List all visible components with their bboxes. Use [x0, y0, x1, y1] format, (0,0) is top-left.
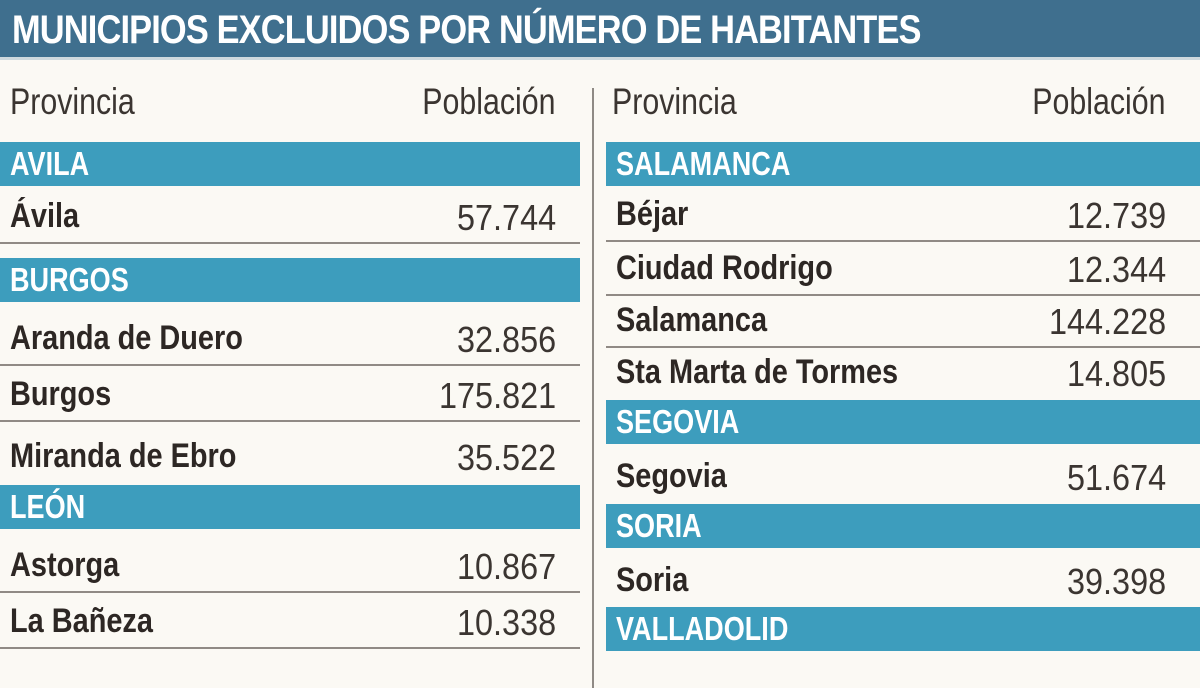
population-value: 144.228: [1048, 301, 1166, 342]
municipality-name: Segovia: [616, 457, 727, 495]
table-row: Sta Marta de Tormes 14.805: [606, 348, 1200, 398]
municipality-name: Burgos: [10, 375, 112, 413]
right-header: Provincia Población: [606, 60, 1200, 140]
header-provincia: Provincia: [612, 81, 737, 122]
province-header-leon: LEÓN: [0, 485, 580, 529]
province-label: SORIA: [616, 507, 702, 544]
province-label: AVILA: [10, 145, 90, 182]
province-label: SALAMANCA: [616, 145, 791, 182]
table-row: Salamanca 144.228: [606, 296, 1200, 348]
municipality-name: Miranda de Ebro: [10, 437, 237, 475]
province-label: SEGOVIA: [616, 403, 740, 440]
header-poblacion: Población: [1032, 81, 1166, 122]
table-row: Soria 39.398: [606, 550, 1200, 606]
province-header-avila: AVILA: [0, 142, 580, 186]
population-value: 12.739: [1066, 195, 1166, 236]
population-value: 51.674: [1066, 457, 1166, 498]
column-divider: [592, 88, 594, 688]
municipality-name: Soria: [616, 561, 689, 599]
population-value: 35.522: [456, 437, 556, 478]
population-value: 12.344: [1066, 249, 1166, 290]
table-row: Segovia 51.674: [606, 446, 1200, 502]
table-row: Aranda de Duero 32.856: [0, 304, 580, 366]
population-value: 10.338: [456, 602, 556, 643]
table-row: Ávila 57.744: [0, 188, 580, 244]
table-row: Astorga 10.867: [0, 531, 580, 593]
table-row: Miranda de Ebro 35.522: [0, 422, 580, 482]
province-header-segovia: SEGOVIA: [606, 400, 1200, 444]
province-label: BURGOS: [10, 261, 129, 298]
table-row: La Bañeza 10.338: [0, 593, 580, 649]
municipality-name: Ávila: [10, 197, 80, 235]
left-header: Provincia Población: [0, 60, 580, 140]
province-label: LEÓN: [10, 488, 86, 525]
municipality-name: Ciudad Rodrigo: [616, 249, 833, 287]
population-value: 32.856: [456, 319, 556, 360]
municipality-name: Béjar: [616, 195, 689, 233]
municipality-name: Aranda de Duero: [10, 319, 243, 357]
population-value: 175.821: [438, 375, 556, 416]
province-header-soria: SORIA: [606, 504, 1200, 548]
table-row: Béjar 12.739: [606, 188, 1200, 242]
province-label: VALLADOLID: [616, 610, 789, 647]
table-row: Ciudad Rodrigo 12.344: [606, 242, 1200, 296]
municipality-name: La Bañeza: [10, 602, 153, 640]
province-header-salamanca: SALAMANCA: [606, 142, 1200, 186]
municipality-name: Astorga: [10, 546, 120, 584]
population-value: 39.398: [1066, 561, 1166, 602]
table-row: Burgos 175.821: [0, 366, 580, 422]
page-title: MUNICIPIOS EXCLUIDOS POR NÚMERO DE HABIT…: [12, 8, 921, 52]
population-value: 57.744: [456, 197, 556, 238]
province-header-valladolid: VALLADOLID: [606, 607, 1200, 651]
municipality-name: Salamanca: [616, 301, 768, 339]
population-value: 10.867: [456, 546, 556, 587]
population-value: 14.805: [1066, 353, 1166, 394]
title-bar: MUNICIPIOS EXCLUIDOS POR NÚMERO DE HABIT…: [0, 0, 1200, 60]
header-poblacion: Población: [422, 81, 556, 122]
municipality-name: Sta Marta de Tormes: [616, 353, 899, 391]
province-header-burgos: BURGOS: [0, 258, 580, 302]
header-provincia: Provincia: [10, 81, 135, 122]
